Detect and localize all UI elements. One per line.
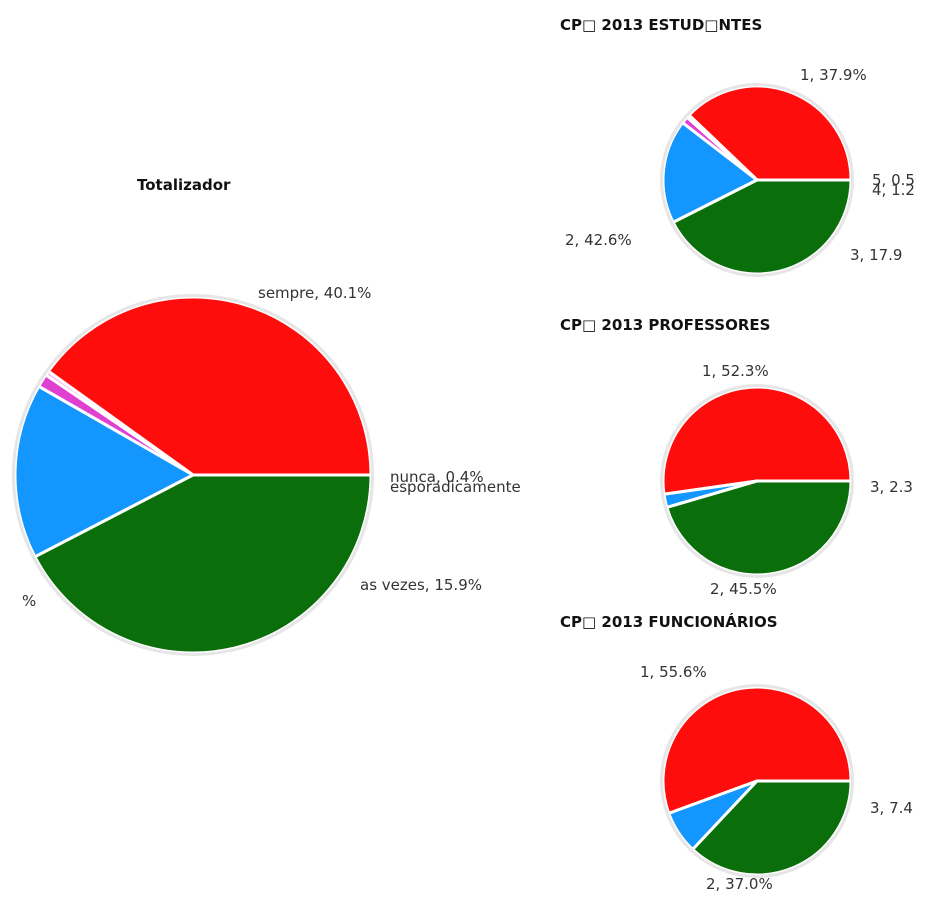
slice-label: 3, 17.9	[850, 246, 902, 264]
slice-label: 2, 45.5%	[710, 580, 777, 598]
slice-label: nunca, 0.4%	[390, 468, 484, 486]
slice-label: 4, 1.2	[872, 181, 915, 199]
slice-label: esporadicamente	[390, 478, 521, 496]
slice-label: 1, 55.6%	[640, 663, 707, 681]
pie-slice	[33, 473, 373, 655]
pie-chart-3: 1, 55.6% 3, 7.4 2, 37.0%	[640, 663, 913, 893]
pie-chart-0: sempre, 40.1% nunca, 0.4%esporadicamente a…	[12, 284, 521, 656]
slice-label: 1, 52.3%	[702, 362, 769, 380]
slice-label: 3, 2.3	[870, 478, 913, 496]
pie-chart-1: 1, 37.9% 5, 0.54, 1.2 3, 17.9 2, 42.6%	[565, 66, 915, 277]
pie-slice	[665, 479, 853, 577]
slice-label: %	[22, 592, 36, 610]
pie-rim	[12, 294, 374, 656]
chart-title-funcionarios: CP□ 2013 FUNCIONÁRIOS	[560, 613, 778, 631]
slice-label: 5, 0.5	[872, 171, 915, 189]
slice-label: 1, 37.9%	[800, 66, 867, 84]
slice-label: sempre, 40.1%	[258, 284, 371, 302]
pie-slice	[46, 295, 373, 477]
pie-slice	[671, 178, 853, 276]
slice-label: 3, 7.4	[870, 799, 913, 817]
pie-chart-2: 1, 52.3% 3, 2.3 2, 45.5%	[660, 362, 913, 598]
pie-rim	[660, 83, 854, 277]
pie-rim	[660, 384, 854, 578]
slice-label: 2, 42.6%	[565, 231, 632, 249]
chart-title-estudantes: CP□ 2013 ESTUD□NTES	[560, 16, 763, 34]
pie-slice	[691, 779, 853, 877]
chart-title-professores: CP□ 2013 PROFESSORES	[560, 316, 771, 334]
pie-slice	[661, 685, 853, 815]
pie-slice	[13, 384, 195, 559]
chart-title-totalizador: Totalizador	[137, 176, 231, 194]
pie-slice	[661, 385, 853, 496]
slice-label: 2, 37.0%	[706, 875, 773, 893]
slice-label: as vezes, 15.9%	[360, 576, 482, 594]
pie-rim	[660, 684, 854, 878]
